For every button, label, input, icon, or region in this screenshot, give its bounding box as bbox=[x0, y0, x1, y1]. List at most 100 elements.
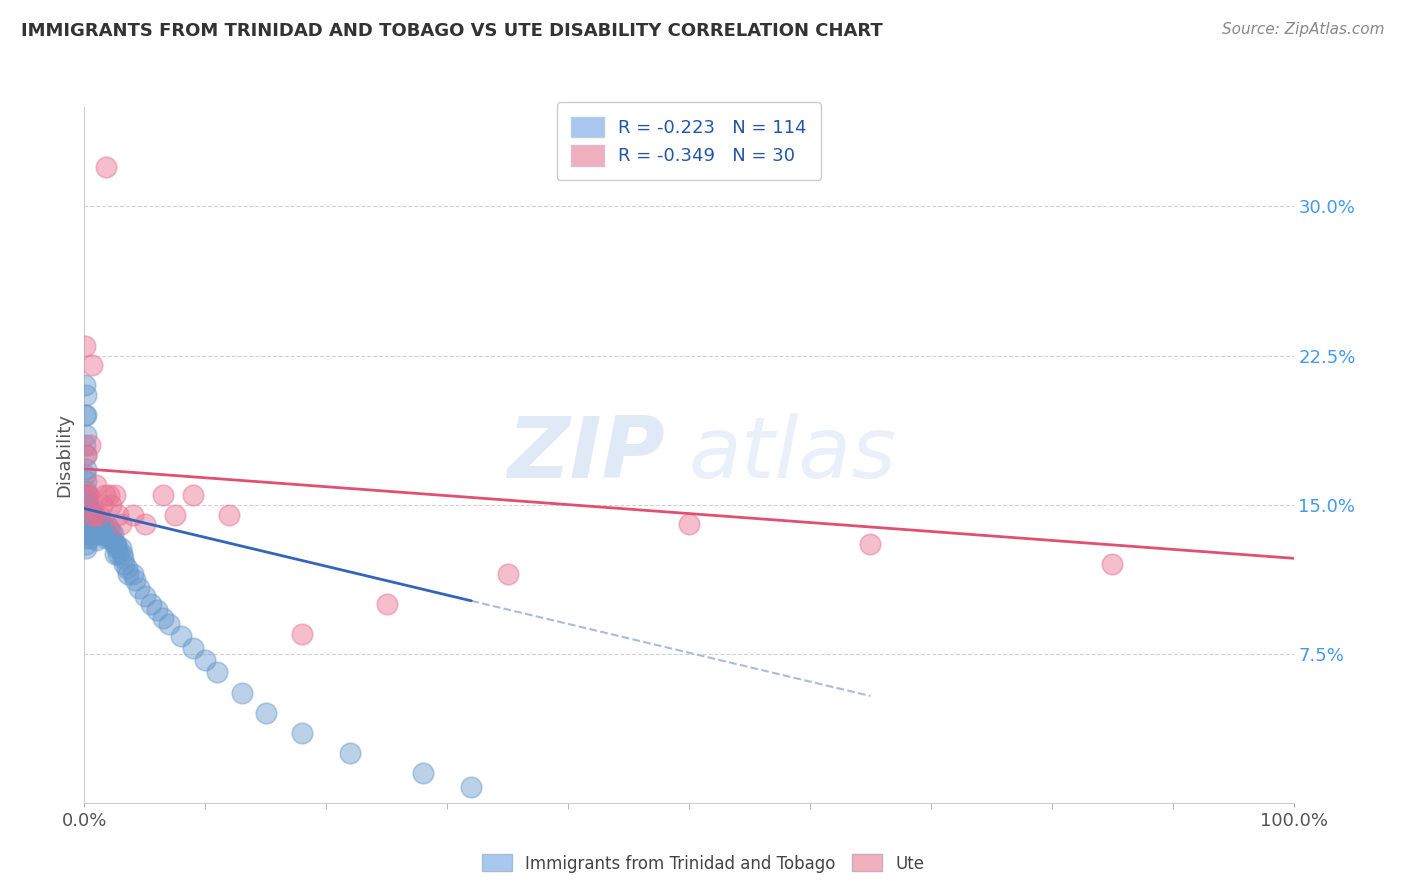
Point bbox=[94, 160, 117, 174]
Point bbox=[82, 521, 104, 535]
Point bbox=[218, 508, 240, 522]
Point bbox=[73, 378, 96, 392]
Point bbox=[75, 483, 97, 498]
Point bbox=[231, 686, 253, 700]
Point bbox=[90, 527, 112, 541]
Point bbox=[107, 508, 129, 522]
Point bbox=[73, 508, 96, 522]
Point bbox=[75, 511, 97, 525]
Point bbox=[83, 508, 105, 522]
Point bbox=[110, 517, 132, 532]
Point bbox=[207, 665, 229, 679]
Point bbox=[121, 508, 143, 522]
Point bbox=[339, 746, 361, 760]
Text: atlas: atlas bbox=[689, 413, 897, 497]
Point bbox=[75, 524, 97, 538]
Y-axis label: Disability: Disability bbox=[55, 413, 73, 497]
Point bbox=[77, 511, 100, 525]
Point bbox=[157, 616, 180, 631]
Point bbox=[87, 514, 110, 528]
Point bbox=[94, 488, 117, 502]
Point bbox=[165, 508, 187, 522]
Point bbox=[73, 438, 96, 452]
Point bbox=[82, 501, 104, 516]
Point bbox=[80, 508, 103, 522]
Point bbox=[77, 517, 100, 532]
Point bbox=[94, 532, 117, 546]
Point bbox=[75, 517, 97, 532]
Point bbox=[128, 581, 150, 595]
Point bbox=[73, 488, 96, 502]
Point bbox=[115, 561, 138, 575]
Point bbox=[91, 498, 114, 512]
Point bbox=[94, 525, 117, 540]
Point bbox=[111, 547, 134, 561]
Text: IMMIGRANTS FROM TRINIDAD AND TOBAGO VS UTE DISABILITY CORRELATION CHART: IMMIGRANTS FROM TRINIDAD AND TOBAGO VS U… bbox=[21, 22, 883, 40]
Point bbox=[75, 408, 97, 422]
Point bbox=[94, 517, 117, 532]
Point bbox=[134, 589, 156, 603]
Point bbox=[83, 508, 105, 522]
Point bbox=[100, 525, 122, 540]
Point bbox=[73, 467, 96, 482]
Point bbox=[79, 511, 101, 525]
Point bbox=[112, 551, 135, 566]
Point bbox=[105, 541, 128, 556]
Point bbox=[79, 438, 101, 452]
Point bbox=[73, 517, 96, 532]
Point bbox=[76, 493, 98, 508]
Point bbox=[87, 525, 110, 540]
Point bbox=[75, 541, 97, 556]
Point bbox=[496, 567, 519, 582]
Text: Source: ZipAtlas.com: Source: ZipAtlas.com bbox=[1222, 22, 1385, 37]
Point bbox=[112, 558, 135, 572]
Point bbox=[75, 491, 97, 506]
Point bbox=[91, 517, 114, 532]
Point bbox=[79, 532, 101, 546]
Point bbox=[75, 498, 97, 512]
Point bbox=[146, 603, 169, 617]
Point bbox=[73, 338, 96, 352]
Point bbox=[86, 514, 108, 528]
Point bbox=[139, 597, 162, 611]
Point bbox=[107, 547, 129, 561]
Point bbox=[77, 508, 100, 522]
Point bbox=[291, 726, 314, 740]
Point bbox=[859, 537, 882, 551]
Point bbox=[103, 527, 125, 541]
Point bbox=[152, 488, 174, 502]
Point bbox=[100, 498, 122, 512]
Point bbox=[80, 359, 103, 373]
Point bbox=[194, 653, 217, 667]
Point bbox=[86, 524, 108, 538]
Point bbox=[75, 448, 97, 462]
Point bbox=[76, 503, 98, 517]
Point bbox=[77, 527, 100, 541]
Point bbox=[75, 488, 97, 502]
Point bbox=[75, 388, 97, 402]
Point bbox=[86, 517, 108, 532]
Point bbox=[77, 521, 100, 535]
Point bbox=[181, 640, 204, 655]
Point bbox=[1101, 558, 1123, 572]
Point bbox=[110, 541, 132, 556]
Point bbox=[75, 537, 97, 551]
Point bbox=[75, 448, 97, 462]
Point bbox=[89, 521, 111, 535]
Point bbox=[104, 537, 127, 551]
Point bbox=[152, 611, 174, 625]
Point bbox=[73, 408, 96, 422]
Point bbox=[75, 532, 97, 546]
Point bbox=[79, 501, 101, 516]
Point bbox=[121, 567, 143, 582]
Point bbox=[104, 537, 127, 551]
Point bbox=[134, 517, 156, 532]
Point bbox=[104, 547, 127, 561]
Point bbox=[93, 521, 115, 535]
Point bbox=[77, 488, 100, 502]
Point bbox=[104, 488, 127, 502]
Text: ZIP: ZIP bbox=[508, 413, 665, 497]
Legend: R = -0.223   N = 114, R = -0.349   N = 30: R = -0.223 N = 114, R = -0.349 N = 30 bbox=[557, 103, 821, 180]
Point bbox=[79, 521, 101, 535]
Point bbox=[75, 428, 97, 442]
